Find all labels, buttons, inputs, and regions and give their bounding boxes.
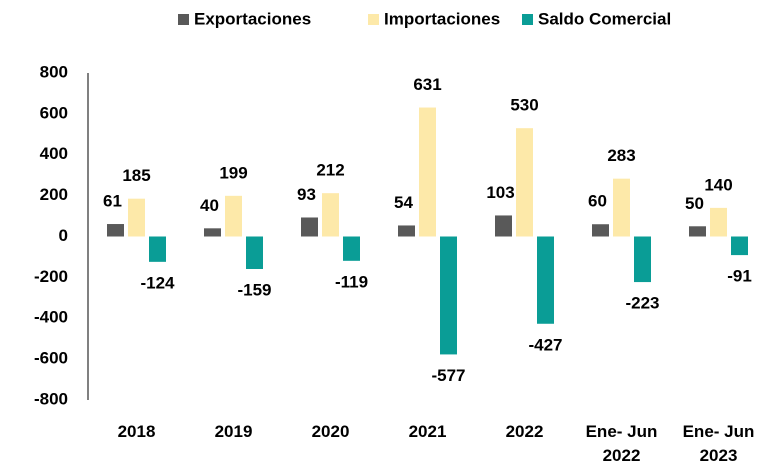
- data-label: -124: [140, 273, 175, 292]
- data-label: 212: [316, 161, 344, 180]
- data-label: 50: [685, 194, 704, 213]
- y-tick-label: 400: [40, 144, 68, 163]
- bar: [149, 236, 166, 262]
- x-tick-label: 2022: [505, 422, 544, 441]
- bar: [634, 236, 651, 283]
- data-label: 60: [588, 192, 607, 211]
- bar: [322, 193, 339, 237]
- x-tick-label: 2020: [311, 422, 350, 441]
- bar: [398, 225, 415, 237]
- data-label: 631: [413, 75, 441, 94]
- x-tick-label: 2019: [214, 422, 253, 441]
- bar: [613, 178, 630, 237]
- data-label: 185: [122, 166, 150, 185]
- data-label: -91: [727, 267, 752, 286]
- data-label: -577: [431, 366, 465, 385]
- data-label: 530: [510, 96, 538, 115]
- bar: [301, 217, 318, 237]
- data-label: 103: [486, 183, 514, 202]
- bar: [107, 224, 124, 237]
- y-tick-label: -400: [34, 308, 68, 327]
- y-tick-label: -600: [34, 349, 68, 368]
- legend-swatch: [178, 14, 189, 25]
- data-label: -159: [237, 280, 271, 299]
- x-tick-label: Ene- Jun 2023: [682, 422, 755, 465]
- data-label: 54: [394, 193, 413, 212]
- legend-swatch: [368, 14, 379, 25]
- bar: [592, 224, 609, 237]
- data-label: 93: [297, 185, 316, 204]
- bar: [204, 228, 221, 237]
- data-label: 61: [103, 192, 122, 211]
- y-tick-label: 800: [40, 62, 68, 81]
- y-tick-label: -200: [34, 267, 68, 286]
- y-tick-label: 600: [40, 103, 68, 122]
- data-label: -119: [335, 272, 368, 291]
- bar: [689, 226, 706, 237]
- bar: [343, 236, 360, 261]
- data-label: -223: [625, 294, 659, 313]
- bar: [710, 207, 727, 237]
- data-label: 283: [607, 146, 635, 165]
- legend-label: Saldo Comercial: [538, 9, 671, 28]
- bar: [128, 198, 145, 237]
- x-tick-label: 2021: [408, 422, 447, 441]
- bar: [440, 236, 457, 355]
- y-tick-label: 0: [59, 226, 68, 245]
- data-label: -427: [528, 335, 562, 354]
- bar: [731, 236, 748, 256]
- y-tick-label: -800: [34, 389, 68, 408]
- data-label: 140: [704, 175, 732, 194]
- bar: [246, 236, 263, 269]
- legend-swatch: [522, 14, 533, 25]
- legend-label: Importaciones: [384, 9, 500, 28]
- bar: [537, 236, 554, 324]
- x-tick-label: Ene- Jun 2022: [585, 422, 658, 465]
- legend-label: Exportaciones: [194, 9, 311, 28]
- bar: [495, 215, 512, 237]
- bar: [419, 107, 436, 237]
- bar: [225, 195, 242, 237]
- data-label: 199: [219, 163, 247, 182]
- x-tick-label: 2018: [117, 422, 156, 441]
- data-label: 40: [200, 196, 219, 215]
- bar: [516, 128, 533, 237]
- y-tick-label: 200: [40, 185, 68, 204]
